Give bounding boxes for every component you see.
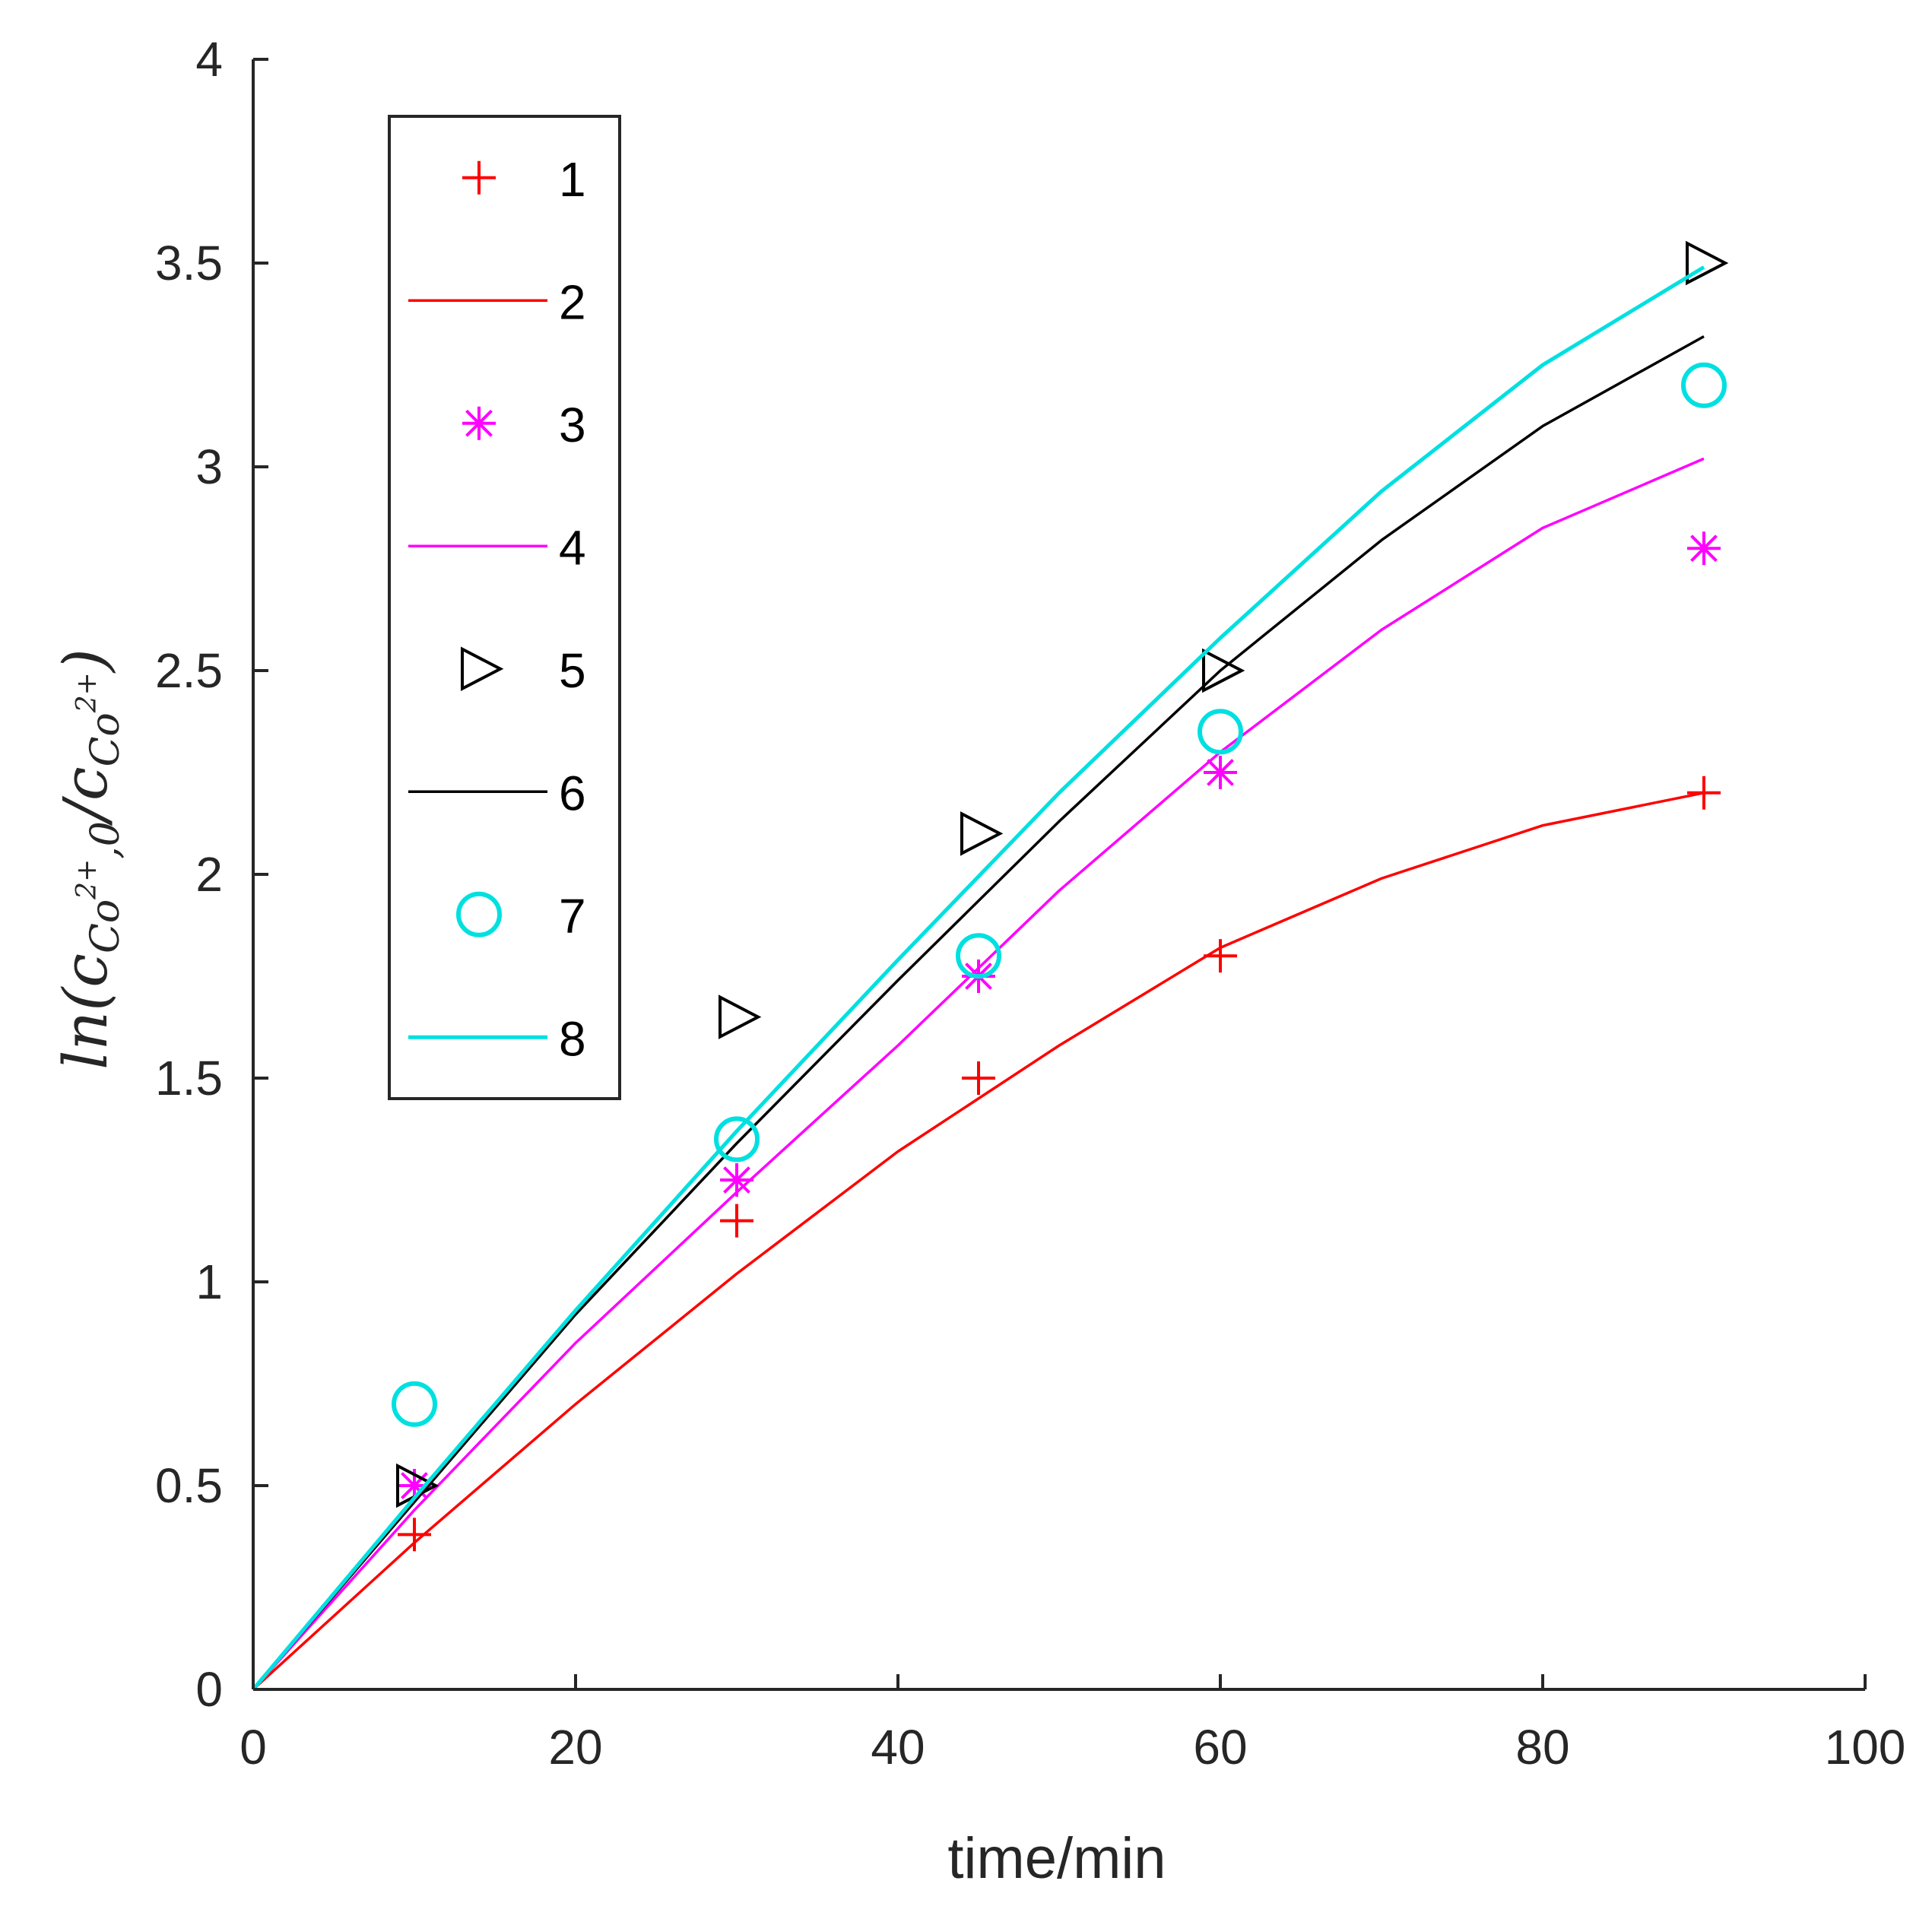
legend-marker-7 [456,891,502,937]
series-6-line [252,335,1705,1691]
series-5-point-2 [719,994,762,1039]
series-3-point-5 [1687,531,1721,566]
series-8-line [252,265,1705,1691]
series-7-point-5 [1681,362,1727,408]
legend-marker-1 [462,160,496,195]
ylabel-sub2: Co [83,712,128,766]
series-6 [252,335,1705,1691]
legend-entry-1: 1 [462,152,586,207]
series-2-line [252,791,1705,1691]
y-tick-label-1: 0.5 [155,1458,223,1513]
x-tick-label-3: 60 [1193,1720,1247,1775]
y-tick-label-8: 4 [195,32,223,87]
ylabel-prefix: ln(c [50,953,121,1070]
axes: 0 20 40 60 80 100 0 0.5 1 1.5 2 2.5 3 3.5 4 [155,32,1905,1775]
legend-entry-6: 6 [408,766,586,820]
ylabel-slash: /c [50,766,121,826]
y-tick-label-3: 1.5 [155,1051,223,1105]
series-7-point-3 [956,933,1001,979]
y-tick-label-0: 0 [195,1662,223,1717]
x-axis-title: time/min [947,1826,1166,1891]
legend-label-8: 8 [559,1011,586,1066]
series-5-point-3 [960,811,1004,856]
y-tick-label-4: 2 [195,847,223,902]
ylabel-sup2: 2+ [71,672,103,713]
legend-label-2: 2 [559,274,586,329]
legend: 1 2 3 4 5 6 7 8 [388,115,621,1100]
x-tick-label-5: 100 [1825,1720,1906,1775]
series-5-point-4 [1202,648,1245,693]
x-tick-label-1: 20 [548,1720,602,1775]
series-4 [252,457,1705,1691]
legend-label-3: 3 [559,398,586,452]
legend-label-7: 7 [559,889,586,944]
x-tick-label-4: 80 [1515,1720,1569,1775]
legend-label-5: 5 [559,643,586,698]
series-7-point-2 [714,1116,760,1163]
svg-text:ln(cCo2+,0/cCo2+): ln(cCo2+,0/cCo2+) [50,649,128,1070]
series-8 [252,265,1705,1691]
legend-label-6: 6 [559,766,586,820]
legend-marker-3 [462,406,496,440]
legend-entry-7: 7 [456,889,586,944]
ylabel-sub1-tail: ,0 [83,821,128,859]
series-5-point-5 [1686,240,1729,286]
x-tick-label-0: 0 [240,1720,267,1775]
series-2 [252,791,1705,1691]
series-1-point-2 [720,1204,753,1238]
series-1-point-3 [962,1061,995,1095]
series-3-point-4 [1204,756,1237,789]
legend-marker-5 [461,646,504,692]
legend-label-4: 4 [559,520,586,575]
y-axis-title: ln(cCo2+,0/cCo2+) [50,649,128,1070]
ylabel-sub1: Co [83,899,128,953]
legend-entry-2: 2 [408,274,586,329]
legend-entry-5: 5 [461,643,586,698]
legend-label-1: 1 [559,152,586,207]
y-tick-label-2: 1 [195,1254,223,1309]
ylabel-suffix: ) [50,649,121,674]
series-7 [392,362,1727,1427]
ylabel-sup1: 2+ [71,859,103,900]
y-tick-label-5: 2.5 [155,643,223,698]
legend-entry-4: 4 [408,520,586,575]
legend-entry-8: 8 [408,1011,586,1066]
series-4-line [252,457,1705,1691]
x-tick-label-2: 40 [871,1720,925,1775]
series-layer [252,240,1729,1691]
legend-entry-3: 3 [462,398,586,452]
series-7-point-4 [1198,709,1243,755]
legend-box [388,115,621,1100]
y-tick-label-6: 3 [195,439,223,494]
y-tick-label-7: 3.5 [155,236,223,290]
series-7-point-1 [392,1381,437,1427]
